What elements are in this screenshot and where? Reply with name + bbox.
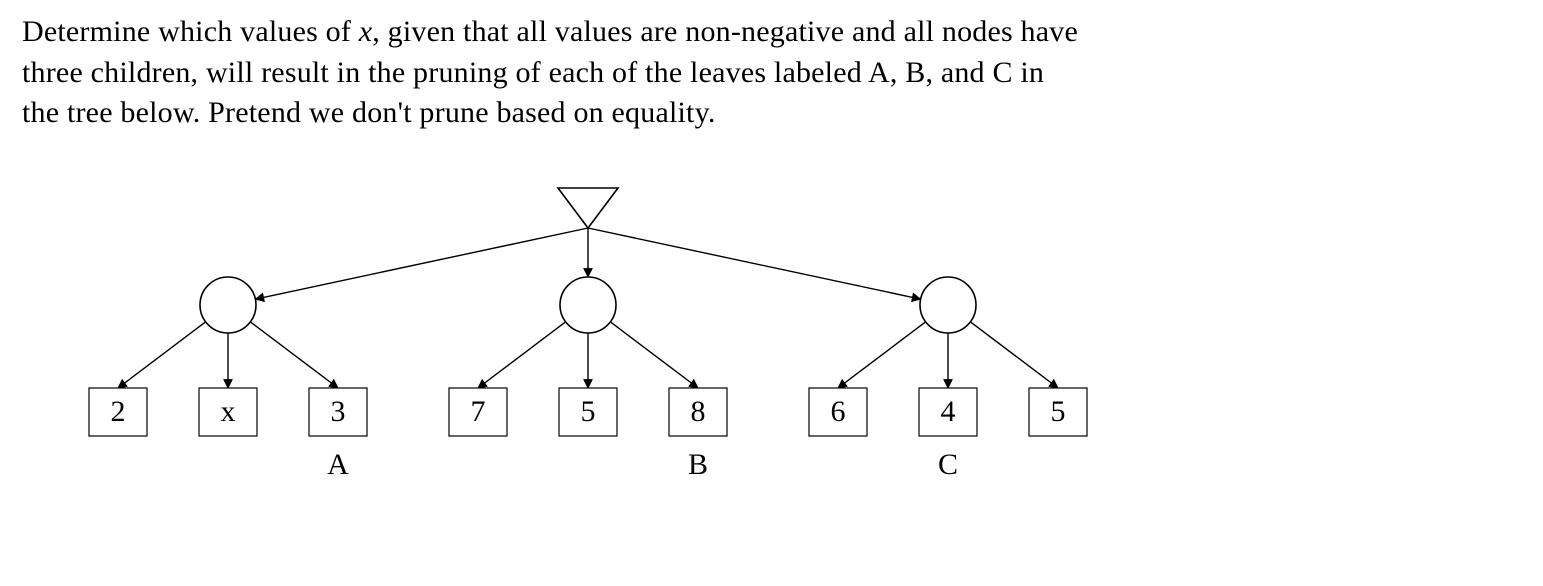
game-tree-diagram: 2 x 3 7 5 8 6 4 5 A B C xyxy=(0,160,1543,580)
leaf-value-8: 5 xyxy=(1051,395,1066,428)
leaf-label-C: C xyxy=(938,448,958,481)
mid-node-R xyxy=(920,277,976,333)
prompt-variable: x xyxy=(359,15,373,48)
tree-svg: 2 x 3 7 5 8 6 4 5 A B C xyxy=(0,160,1543,580)
leaf-label-B: B xyxy=(688,448,708,481)
edge-R-to-leaf-6 xyxy=(838,322,926,388)
leaf-value-1: x xyxy=(221,395,236,428)
leaf-value-0: 2 xyxy=(111,395,126,428)
leaf-value-6: 6 xyxy=(831,395,846,428)
leaf-value-2: 3 xyxy=(331,395,346,428)
mid-node-L xyxy=(200,277,256,333)
prompt-line2: three children, will result in the pruni… xyxy=(22,56,1044,89)
edge-root-to-R xyxy=(588,228,921,299)
leaf-value-5: 8 xyxy=(691,395,706,428)
edge-M-to-leaf-5 xyxy=(610,322,698,388)
edge-L-to-leaf-0 xyxy=(118,322,206,388)
edge-R-to-leaf-8 xyxy=(970,322,1058,388)
page: Determine which values of x, given that … xyxy=(0,0,1543,586)
leaf-label-A: A xyxy=(327,448,349,481)
mid-node-M xyxy=(560,277,616,333)
prompt-line1-prefix: Determine which values of xyxy=(22,15,359,48)
prompt-line1-suffix: , given that all values are non-negative… xyxy=(372,15,1078,48)
leaf-labels: A B C xyxy=(327,448,958,481)
leaf-value-3: 7 xyxy=(471,395,486,428)
root-triangle-icon xyxy=(558,188,618,228)
edge-M-to-leaf-3 xyxy=(478,322,566,388)
prompt-line3: the tree below. Pretend we don't prune b… xyxy=(22,96,716,129)
leaf-value-7: 4 xyxy=(941,395,956,428)
leaf-nodes: 2 x 3 7 5 8 6 4 5 xyxy=(89,388,1087,436)
leaf-value-4: 5 xyxy=(581,395,596,428)
root-node xyxy=(558,188,618,228)
edge-root-to-L xyxy=(255,228,588,299)
problem-statement: Determine which values of x, given that … xyxy=(22,12,1521,134)
edge-L-to-leaf-2 xyxy=(250,322,338,388)
